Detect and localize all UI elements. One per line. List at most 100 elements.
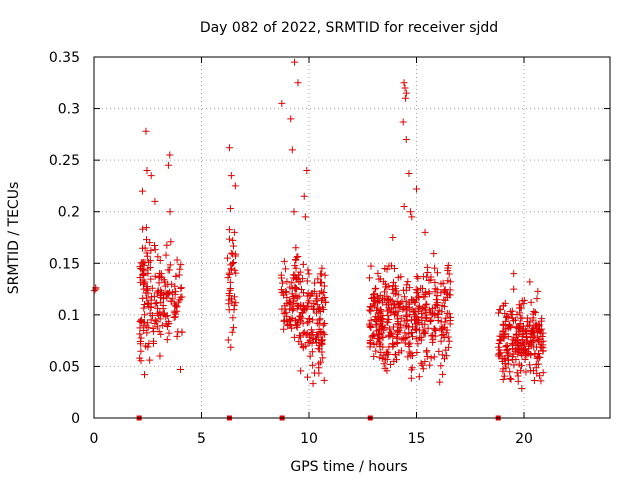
data-point	[320, 282, 328, 290]
data-point	[287, 115, 295, 123]
data-point	[366, 302, 374, 310]
data-point	[526, 361, 534, 369]
data-point	[406, 208, 414, 216]
data-point	[371, 285, 379, 293]
data-point	[137, 334, 145, 342]
data-point	[300, 289, 308, 297]
data-point	[306, 333, 314, 341]
x-tick-label: 0	[90, 431, 99, 447]
data-point	[415, 373, 423, 381]
data-point	[172, 287, 180, 295]
data-point	[412, 286, 420, 294]
data-point	[508, 311, 516, 319]
data-point	[392, 350, 400, 358]
data-point	[147, 316, 155, 324]
data-point	[166, 261, 174, 269]
data-point	[505, 356, 513, 364]
data-point	[137, 265, 145, 273]
data-point	[394, 307, 402, 315]
data-point	[496, 306, 504, 314]
y-tick-label: 0.35	[49, 50, 80, 66]
data-point	[383, 367, 391, 375]
data-point	[165, 266, 173, 274]
data-point	[151, 197, 159, 205]
data-point	[142, 236, 150, 244]
data-point	[300, 328, 308, 336]
data-point	[304, 373, 312, 381]
data-point	[421, 320, 429, 328]
data-point	[142, 127, 150, 135]
data-point	[227, 295, 235, 303]
data-point	[423, 273, 431, 281]
data-point	[445, 337, 453, 345]
data-point	[322, 298, 330, 306]
data-point	[283, 300, 291, 308]
data-point	[173, 256, 181, 264]
data-point	[175, 271, 183, 279]
data-point	[374, 304, 382, 312]
data-point	[176, 265, 184, 273]
data-point	[288, 306, 296, 314]
x-tick-label: 15	[408, 431, 426, 447]
data-point	[387, 304, 395, 312]
data-point	[314, 333, 322, 341]
data-point	[507, 323, 515, 331]
data-point	[444, 277, 452, 285]
data-point	[171, 313, 179, 321]
data-point	[407, 352, 415, 360]
data-point	[315, 320, 323, 328]
data-point	[145, 303, 153, 311]
data-point	[155, 328, 163, 336]
data-point	[414, 340, 422, 348]
data-point	[371, 296, 379, 304]
chart-title: Day 082 of 2022, SRMTID for receiver sjd…	[200, 20, 498, 36]
data-point	[443, 326, 451, 334]
data-point	[405, 170, 413, 178]
data-point	[408, 323, 416, 331]
data-point	[136, 354, 144, 362]
data-point	[305, 315, 313, 323]
data-point	[141, 278, 149, 286]
data-point	[434, 310, 442, 318]
data-point	[371, 298, 379, 306]
data-point	[373, 327, 381, 335]
data-point	[433, 301, 441, 309]
data-point	[306, 292, 314, 300]
data-point	[230, 324, 238, 332]
x-tick-label: 10	[300, 431, 318, 447]
data-point	[309, 361, 317, 369]
data-point	[137, 347, 145, 355]
data-point	[445, 270, 453, 278]
data-point	[522, 368, 530, 376]
data-point	[386, 331, 394, 339]
data-point	[228, 298, 236, 306]
data-point	[526, 278, 534, 286]
data-point	[176, 365, 184, 373]
data-point	[141, 311, 149, 319]
data-point	[226, 204, 234, 212]
data-point	[389, 323, 397, 331]
data-point	[376, 353, 384, 361]
data-point	[375, 275, 383, 283]
data-point	[496, 346, 504, 354]
data-point	[227, 266, 235, 274]
data-point	[394, 315, 402, 323]
data-point	[413, 320, 421, 328]
data-point	[292, 244, 300, 252]
data-point	[292, 322, 300, 330]
data-point	[278, 279, 286, 287]
data-point	[495, 339, 503, 347]
data-point	[403, 317, 411, 325]
data-point	[500, 372, 508, 380]
data-point	[421, 304, 429, 312]
data-point	[228, 328, 236, 336]
data-point	[319, 354, 327, 362]
data-point	[523, 334, 531, 342]
data-point	[431, 288, 439, 296]
data-point	[369, 331, 377, 339]
data-point	[367, 323, 375, 331]
data-point	[143, 294, 151, 302]
data-point	[506, 374, 514, 382]
data-point	[514, 372, 522, 380]
data-point	[277, 274, 285, 282]
